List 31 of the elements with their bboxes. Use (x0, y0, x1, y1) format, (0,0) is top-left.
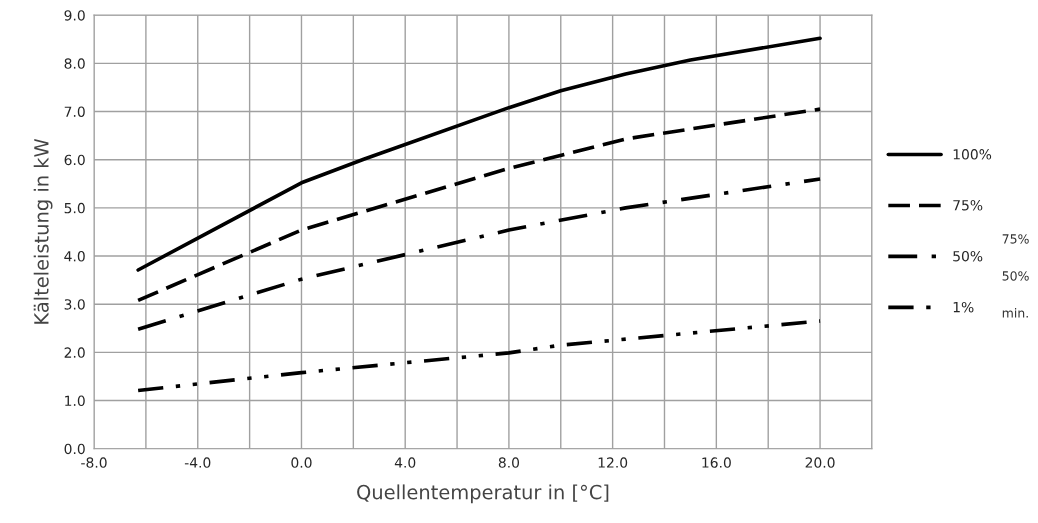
line-series (136, 36, 822, 272)
legend-label: 100% (953, 149, 992, 160)
text: 50% (1002, 271, 1029, 281)
legend-label: 1% (953, 301, 974, 313)
y-tick-label: 9.0 (64, 10, 85, 21)
legend-label: 75% (953, 200, 983, 211)
x-axis-title: Quellentemperatur in [°C] (357, 484, 609, 504)
y-tick-label: 1.0 (65, 395, 85, 407)
x-tick-label: 16.0 (702, 457, 731, 468)
y-tick-label: 4.0 (64, 251, 85, 262)
y-tick-label: 3.0 (64, 299, 85, 310)
legend-label: 50% (953, 250, 983, 262)
text: 75% (1002, 234, 1029, 244)
y-axis-title: Kälteleistung in kW (33, 138, 53, 324)
line-series (136, 319, 822, 393)
y-tick-label: 5.0 (64, 202, 85, 214)
x-tick-label: 12.0 (598, 457, 628, 468)
x-tick-label: 4.0 (394, 457, 416, 468)
x-tick-label: 20.0 (805, 457, 835, 468)
y-tick-label: 0.0 (64, 443, 85, 455)
x-tick-label: 8.0 (498, 457, 520, 468)
line-series (136, 177, 822, 332)
line-series (136, 107, 822, 303)
x-tick-label: -8.0 (81, 457, 107, 468)
y-tick-label: 2.0 (64, 347, 85, 358)
x-tick-label: -4.0 (184, 457, 211, 468)
y-tick-label: 6.0 (64, 154, 85, 166)
y-tick-label: 7.0 (64, 106, 85, 117)
text: min. (1002, 307, 1028, 318)
y-tick-label: 8.0 (64, 58, 85, 69)
x-tick-label: 0.0 (291, 457, 312, 468)
